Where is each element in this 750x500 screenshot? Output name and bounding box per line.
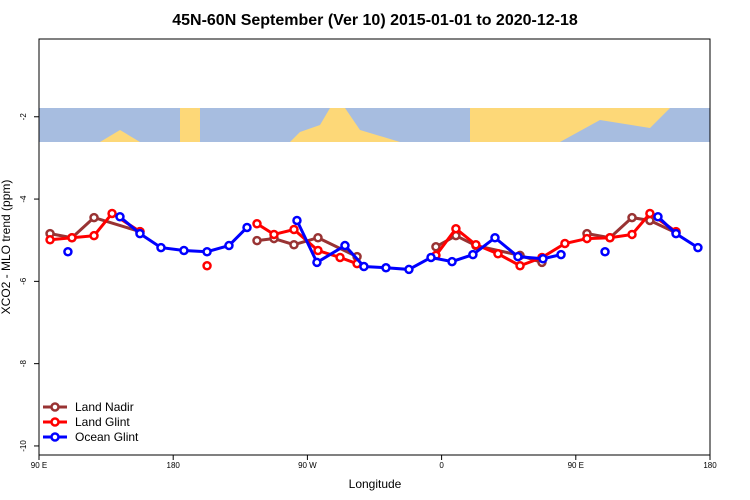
data-point	[627, 229, 637, 240]
y-tick-label: -4	[19, 195, 28, 203]
data-point	[513, 251, 523, 262]
data-point	[289, 224, 299, 235]
data-point	[556, 249, 566, 260]
data-point	[451, 223, 461, 234]
legend-marker	[50, 402, 60, 412]
series-line	[49, 211, 677, 268]
data-point	[135, 228, 145, 239]
chart-title: 45N-60N September (Ver 10) 2015-01-01 to…	[172, 12, 578, 29]
data-point	[252, 219, 262, 229]
data-point	[381, 263, 391, 273]
data-point	[89, 212, 99, 223]
data-point	[515, 260, 525, 271]
data-point	[202, 260, 212, 271]
plot-frame	[38, 38, 711, 456]
legend-marker	[50, 417, 60, 427]
legend-label: Ocean Glint	[75, 430, 139, 444]
data-point	[202, 246, 212, 257]
data-point	[493, 249, 503, 259]
data-point	[292, 215, 302, 226]
data-point	[312, 257, 322, 268]
x-tick-label: 90 W	[298, 461, 317, 470]
y-tick-label: -2	[19, 113, 28, 121]
data-point	[89, 230, 99, 241]
data-point	[224, 240, 234, 251]
x-axis-label: Longitude	[349, 477, 402, 491]
data-point	[431, 242, 441, 252]
data-point	[156, 242, 166, 253]
data-point	[426, 252, 436, 263]
data-point	[538, 253, 548, 264]
data-point	[490, 232, 500, 243]
y-tick-label: -8	[19, 360, 28, 368]
data-point	[582, 233, 592, 244]
data-point	[335, 252, 345, 263]
data-point	[242, 222, 252, 233]
data-point	[313, 245, 323, 256]
data-point	[179, 245, 189, 256]
data-point	[471, 239, 481, 250]
data-point	[605, 232, 615, 243]
data-point	[404, 264, 414, 275]
data-point	[115, 212, 125, 222]
legend-label: Land Nadir	[75, 400, 134, 414]
x-tick-label: 180	[703, 461, 717, 470]
data-point	[107, 208, 117, 219]
y-tick-label: -6	[19, 277, 28, 285]
data-point	[252, 235, 262, 246]
data-point	[269, 229, 279, 240]
data-point	[600, 246, 610, 257]
data-point	[359, 261, 369, 272]
legend-label: Land Glint	[75, 415, 130, 429]
data-point	[627, 212, 637, 223]
data-point	[645, 208, 655, 219]
data-point	[289, 239, 299, 250]
x-tick-label: 0	[439, 461, 444, 470]
x-tick-label: 180	[167, 461, 181, 470]
data-point	[653, 212, 663, 222]
data-point	[340, 240, 350, 251]
data-point	[313, 232, 323, 243]
map-strip	[39, 108, 710, 142]
x-tick-label: 90 E	[31, 461, 47, 470]
data-point	[468, 249, 478, 260]
x-tick-label: 90 E	[568, 461, 584, 470]
data-point	[63, 246, 73, 257]
data-point	[560, 238, 570, 249]
data-point	[447, 256, 457, 267]
y-tick-label: -10	[19, 440, 28, 452]
data-point	[45, 235, 55, 245]
data-point	[693, 242, 703, 253]
data-point	[67, 232, 77, 243]
data-point	[671, 228, 681, 239]
legend-marker	[50, 432, 60, 442]
y-axis-label: XCO2 - MLO trend (ppm)	[0, 180, 13, 315]
